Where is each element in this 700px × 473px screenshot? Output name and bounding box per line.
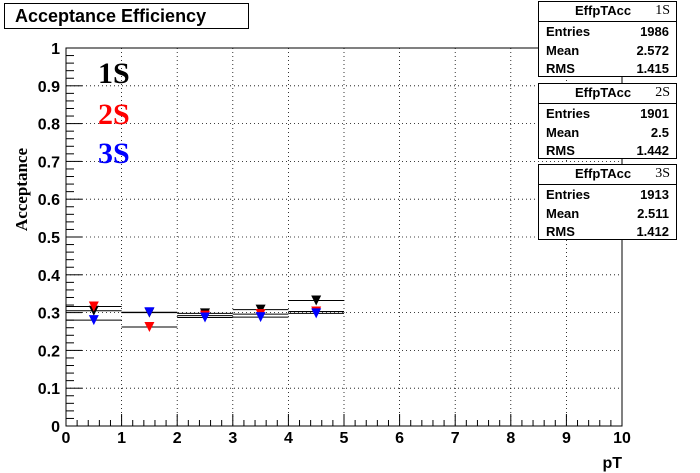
chart-title-box: Acceptance Efficiency	[4, 3, 249, 29]
x-tick-label: 4	[284, 430, 293, 447]
entries-label: Entries	[546, 24, 591, 39]
mean-label: Mean	[546, 43, 580, 58]
x-tick-label: 6	[395, 430, 404, 447]
stats-header: EffpTAcc 1S	[539, 2, 676, 22]
x-tick-label: 5	[340, 430, 349, 447]
entries-value: 1986	[640, 24, 669, 39]
mean-value: 2.572	[636, 43, 669, 58]
y-tick-label: 0.5	[38, 230, 60, 247]
data-point-marker	[88, 315, 99, 326]
y-tick-label: 0.2	[38, 343, 60, 360]
x-tick-label: 1	[117, 430, 126, 447]
rms-label: RMS	[546, 143, 575, 158]
y-tick-label: 0.1	[38, 381, 60, 398]
x-tick-label: 10	[613, 430, 631, 447]
stats-name: EffpTAcc	[575, 166, 632, 181]
legend-2s: 2S	[98, 98, 130, 131]
rms-label: RMS	[546, 224, 575, 239]
y-tick-label: 1	[51, 41, 60, 58]
y-tick-label: 0.4	[38, 268, 60, 285]
data-point-marker	[88, 301, 99, 312]
y-tick-label: 0.8	[38, 117, 60, 134]
axis-ticks	[65, 47, 623, 427]
x-tick-label: 9	[562, 430, 571, 447]
data-marks	[66, 295, 344, 332]
stats-name: EffpTAcc	[575, 3, 632, 18]
mean-value: 2.5	[650, 125, 669, 140]
mean-value: 2.511	[637, 206, 669, 221]
x-tick-label: 8	[506, 430, 515, 447]
legend-1s: 1S	[98, 57, 130, 90]
entries-label: Entries	[546, 106, 591, 121]
stats-tag: 3S	[655, 166, 670, 181]
entries-label: Entries	[546, 187, 591, 202]
data-point-marker	[311, 295, 322, 306]
stats-box-2s: EffpTAcc 2S Entries 1901 Mean 2.5 RMS 1.442	[538, 83, 677, 159]
x-tick-label: 2	[173, 430, 182, 447]
mean-label: Mean	[546, 206, 580, 221]
stats-tag: 2S	[655, 85, 670, 100]
chart-title: Acceptance Efficiency	[15, 6, 207, 26]
x-tick-label: 7	[451, 430, 460, 447]
x-tick-label: 3	[228, 430, 237, 447]
stats-box-3s: EffpTAcc 3S Entries 1913 Mean 2.511 RMS 1.4…	[538, 164, 677, 240]
x-tick-label: 0	[62, 430, 71, 447]
y-tick-label: 0.3	[38, 306, 60, 323]
y-tick-label: 0	[51, 419, 60, 436]
rms-label: RMS	[546, 61, 575, 76]
y-axis-label: Acceptance	[12, 148, 31, 232]
data-point-marker	[144, 307, 155, 318]
data-point-marker	[255, 312, 266, 323]
x-axis-label: pT	[602, 455, 622, 472]
stats-header: EffpTAcc 2S	[539, 84, 676, 104]
series-3S	[66, 307, 344, 326]
stats-name: EffpTAcc	[575, 85, 632, 100]
y-tick-label: 0.9	[38, 79, 60, 96]
entries-value: 1901	[640, 106, 669, 121]
stats-box-1s: EffpTAcc 1S Entries 1986 Mean 2.572 RMS 1.4…	[538, 1, 677, 77]
y-tick-label: 0.6	[38, 192, 60, 209]
data-point-marker	[200, 312, 210, 323]
mean-label: Mean	[546, 125, 580, 140]
data-point-marker	[144, 321, 155, 332]
stats-header: EffpTAcc 3S	[539, 165, 676, 185]
y-tick-label: 0.7	[38, 154, 60, 171]
rms-value: 1.412	[636, 224, 669, 239]
tick-labels: 0 1 2 3 4 5 6 7 8 9 10 0 0.1 0.2 0.3 0.4 0.5 0.6 0.7 0.8 0.9…	[38, 41, 631, 447]
stats-tag: 1S	[655, 3, 670, 18]
entries-value: 1913	[640, 187, 669, 202]
rms-value: 1.415	[636, 61, 669, 76]
data-point-marker	[311, 308, 322, 319]
rms-value: 1.442	[636, 143, 669, 158]
legend-3s: 3S	[98, 137, 130, 170]
